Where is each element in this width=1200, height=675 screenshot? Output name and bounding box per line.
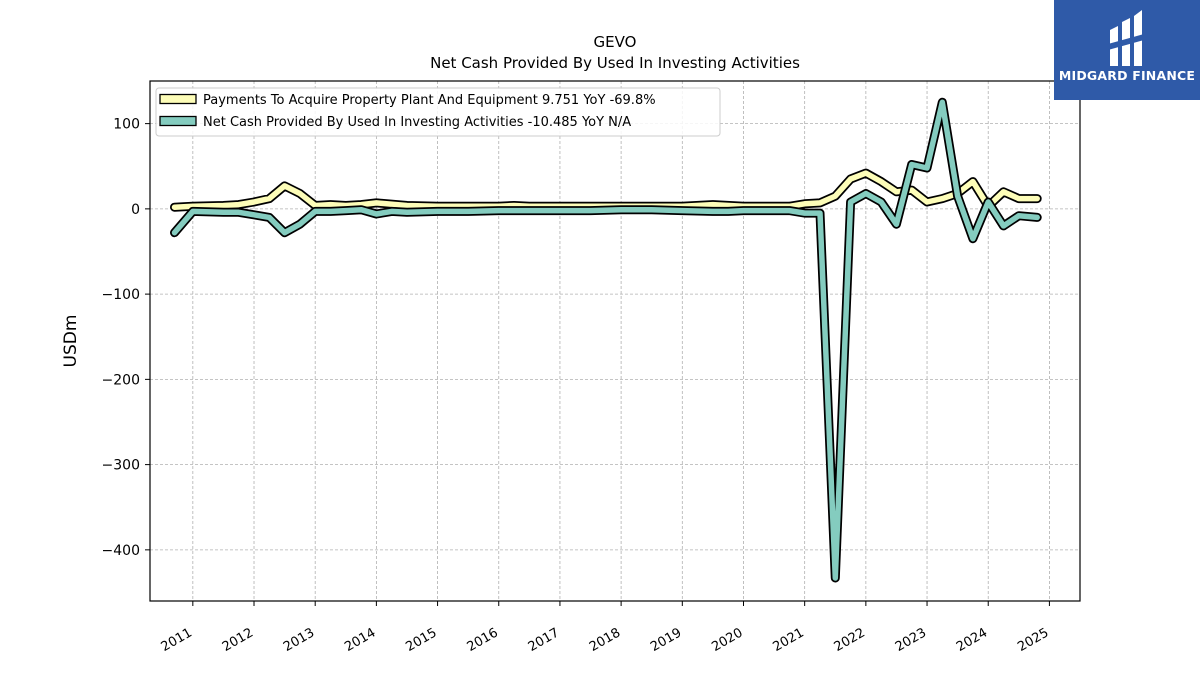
x-tick-label: 2025 — [1015, 625, 1051, 655]
y-tick-label: −200 — [102, 372, 140, 388]
series-layer — [170, 97, 1042, 583]
x-tick-label: 2016 — [465, 625, 501, 655]
x-tick-label: 2022 — [832, 625, 868, 655]
chart-title: GEVO — [594, 33, 637, 51]
x-tick-label: 2023 — [893, 625, 929, 655]
y-tick-label: −100 — [102, 287, 140, 303]
logo-text: MIDGARD FINANCE — [1058, 68, 1196, 83]
y-axis-label: USDm — [61, 315, 81, 368]
x-tick-label: 2021 — [771, 625, 807, 655]
legend: Payments To Acquire Property Plant And E… — [155, 87, 721, 137]
x-tick-label: 2013 — [281, 625, 317, 655]
chart-subtitle: Net Cash Provided By Used In Investing A… — [430, 54, 800, 72]
x-tick-label: 2019 — [648, 625, 684, 655]
x-tick-label: 2011 — [159, 625, 195, 655]
legend-label-investing: Net Cash Provided By Used In Investing A… — [203, 115, 631, 130]
y-tick-label: −400 — [102, 543, 140, 559]
legend-box — [155, 87, 721, 137]
midgard-finance-logo: MIDGARD FINANCE — [1054, 0, 1200, 100]
legend-swatch-investing — [159, 115, 197, 127]
x-tick-label: 2017 — [526, 625, 562, 655]
grid-layer — [150, 81, 1080, 601]
logo-mark-icon — [1108, 10, 1144, 66]
y-tick-label: 100 — [113, 117, 140, 133]
x-tick-label: 2020 — [709, 625, 745, 655]
y-tick-label: −300 — [102, 458, 140, 474]
x-tick-label: 2012 — [220, 625, 256, 655]
y-tick-label: 0 — [131, 202, 140, 218]
plot-frame — [149, 80, 1081, 602]
x-tick-label: 2014 — [342, 625, 378, 655]
legend-swatch-capex — [159, 93, 197, 105]
x-tick-label: 2015 — [403, 625, 439, 655]
plot-area — [150, 81, 1080, 601]
legend-label-capex: Payments To Acquire Property Plant And E… — [203, 93, 656, 108]
x-tick-label: 2018 — [587, 625, 623, 655]
series-1-line — [171, 99, 1040, 581]
x-tick-label: 2024 — [954, 625, 990, 655]
